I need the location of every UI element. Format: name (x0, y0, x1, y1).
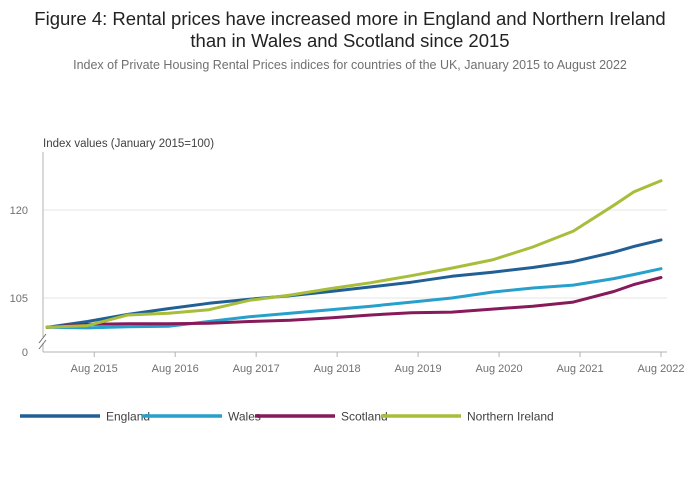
axis-break-mark (38, 333, 47, 344)
series-line-northern-ireland (45, 179, 663, 329)
axes (38, 152, 667, 353)
x-tick-label: Aug 2017 (233, 363, 280, 375)
legend-item-northern-ireland[interactable]: Northern Ireland (381, 410, 554, 424)
legend: England Wales Scotland Northern Ireland (20, 410, 554, 424)
x-tick-label: Aug 2019 (395, 363, 442, 375)
legend-item-wales[interactable]: Wales (142, 410, 261, 424)
series-lines (45, 179, 663, 330)
chart-title: Figure 4: Rental prices have increased m… (34, 8, 666, 51)
legend-item-england[interactable]: England (20, 410, 150, 424)
y-tick-label: 120 (10, 205, 28, 217)
x-tick-label: Aug 2022 (637, 363, 684, 375)
y-axis-title: Index values (January 2015=100) (43, 138, 214, 150)
gridlines (43, 209, 667, 299)
legend-label: Wales (228, 410, 261, 424)
legend-item-scotland[interactable]: Scotland (255, 410, 388, 424)
x-tick-label: Aug 2021 (556, 363, 603, 375)
legend-label: Northern Ireland (467, 410, 554, 424)
x-tick-label: Aug 2020 (476, 363, 523, 375)
chart-subtitle: Index of Private Housing Rental Prices i… (73, 58, 627, 72)
series-line-england (45, 238, 663, 329)
legend-label: Scotland (341, 410, 388, 424)
y-tick-labels: 120 105 0 (10, 205, 28, 359)
x-tick-label: Aug 2018 (314, 363, 361, 375)
axis-break-mark (38, 339, 47, 350)
series-line-scotland (45, 276, 663, 329)
legend-label: England (106, 410, 150, 424)
y-tick-label: 0 (22, 347, 28, 359)
x-tick-label: Aug 2015 (71, 363, 118, 375)
series-line-wales (45, 267, 663, 330)
y-tick-label: 105 (10, 293, 28, 305)
x-tick-labels: Aug 2015 Aug 2016 Aug 2017 Aug 2018 Aug 2019… (71, 352, 685, 375)
x-tick-label: Aug 2016 (152, 363, 199, 375)
